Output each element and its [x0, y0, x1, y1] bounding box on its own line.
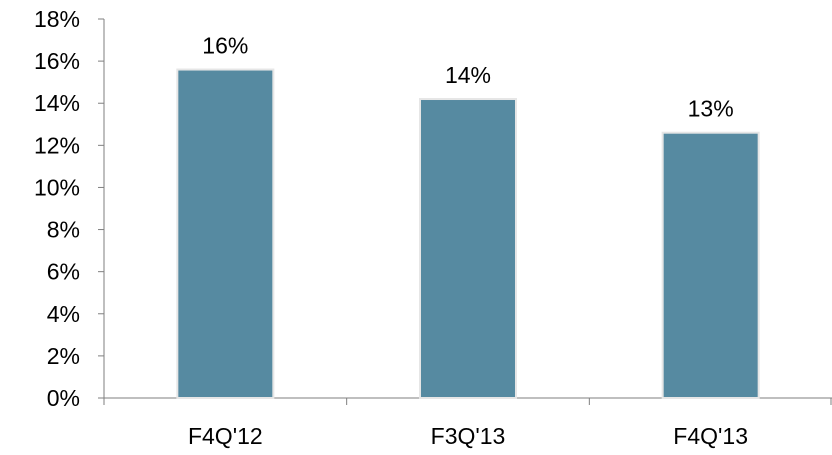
bar-1	[419, 98, 517, 399]
y-tick-label: 4%	[47, 301, 80, 327]
data-label-0: 16%	[202, 33, 248, 59]
data-label-1: 14%	[445, 62, 491, 88]
bar-0	[176, 68, 275, 400]
y-tick-label: 8%	[47, 217, 80, 243]
data-label-2: 13%	[688, 96, 734, 122]
y-tick-label: 2%	[47, 343, 80, 369]
y-axis: 0% 2% 4% 6% 8% 10% 12% 14% 16% 18%	[34, 6, 105, 411]
y-tick-label: 16%	[34, 48, 80, 74]
x-category-label: F3Q'13	[431, 423, 506, 449]
y-tick-label: 12%	[34, 132, 80, 158]
y-tick-label: 6%	[47, 259, 80, 285]
x-axis: F4Q'12 F3Q'13 F4Q'13	[103, 397, 832, 449]
data-labels: 16% 14% 13%	[202, 33, 733, 122]
y-tick-label: 0%	[47, 385, 80, 411]
y-tick-label: 18%	[34, 6, 80, 32]
x-category-label: F4Q'13	[673, 423, 748, 449]
y-tick-label: 14%	[34, 90, 80, 116]
x-category-label: F4Q'12	[188, 423, 263, 449]
y-tick-label: 10%	[34, 174, 80, 200]
bar-2	[661, 131, 760, 399]
bars	[176, 68, 760, 400]
